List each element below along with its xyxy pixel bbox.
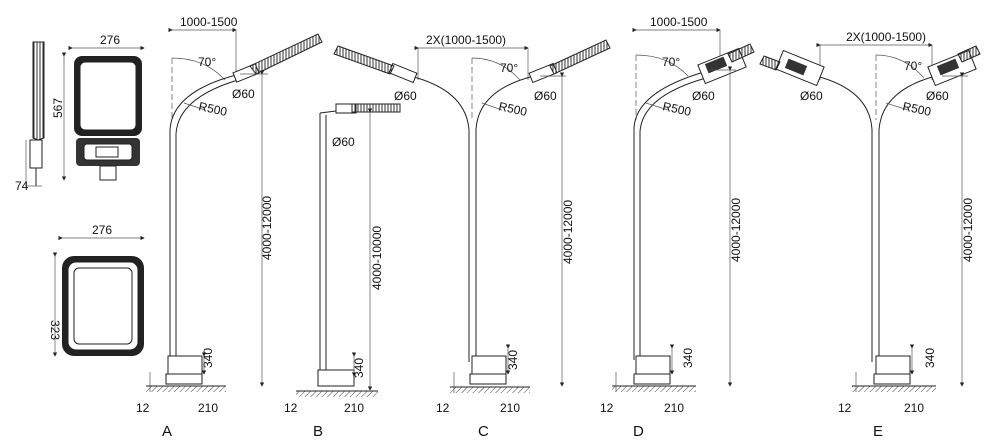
pole-label: A: [162, 423, 172, 440]
tube-label: Ø60: [332, 135, 355, 149]
pole-e: 2X(1000-1500) 70° R500 Ø60 Ø60 4000-1200…: [759, 30, 981, 440]
fixture-side-view: 74: [15, 41, 45, 193]
height-label: 4000-12000: [729, 198, 743, 262]
plate-label: 12: [600, 401, 614, 415]
front-height-label: 567: [51, 98, 65, 118]
base-height-label: 340: [923, 348, 937, 368]
tube-left-label: Ø60: [800, 89, 823, 103]
base-width-label: 210: [664, 401, 684, 415]
angle-label: 70°: [904, 59, 922, 73]
radius-label: R500: [197, 99, 228, 119]
fixture-bottom-view: 276 323: [48, 223, 145, 357]
plate-label: 12: [838, 401, 852, 415]
base-height-label: 340: [506, 350, 520, 370]
tube-left-label: Ø60: [394, 89, 417, 103]
height-label: 4000-12000: [961, 198, 975, 262]
base-width-label: 210: [198, 401, 218, 415]
pole-a: 1000-1500 70° R500 Ø60 4000-12000 340 12…: [136, 15, 323, 440]
base-width-label: 210: [344, 401, 364, 415]
pole-d: 1000-1500 70° R500 Ø60 4000-12000 340 12…: [600, 15, 755, 440]
pole-label: E: [873, 423, 883, 440]
plate-label: 12: [136, 401, 150, 415]
tube-label: Ø60: [692, 89, 715, 103]
angle-label: 70°: [500, 61, 518, 75]
tube-label: Ø60: [232, 87, 255, 101]
base-height-label: 340: [681, 348, 695, 368]
arm-span-label: 1000-1500: [180, 15, 238, 29]
pole-b: Ø60 4000-10000 340 12 210 B: [284, 103, 401, 440]
bottom-height-label: 323: [48, 320, 62, 340]
base-height-label: 340: [352, 358, 366, 378]
pole-label: D: [633, 423, 644, 440]
base-width-label: 210: [904, 401, 924, 415]
fixture-front-view: 276 567: [51, 33, 145, 181]
plate-label: 12: [284, 401, 298, 415]
tube-right-label: Ø60: [926, 89, 949, 103]
height-label: 4000-12000: [561, 200, 575, 264]
height-label: 4000-10000: [370, 226, 384, 290]
radius-label: R500: [497, 99, 528, 119]
angle-label: 70°: [198, 55, 216, 69]
tube-right-label: Ø60: [534, 89, 557, 103]
pole-label: B: [313, 423, 323, 440]
side-depth-label: 74: [15, 179, 29, 193]
arm-span-label: 2X(1000-1500): [426, 33, 506, 47]
radius-label: R500: [661, 99, 692, 119]
front-width-label: 276: [100, 33, 120, 47]
pole-c: 2X(1000-1500) 70° R500 Ø60 Ø60 4000-1200…: [333, 33, 611, 440]
angle-label: 70°: [662, 55, 680, 69]
base-height-label: 340: [201, 348, 215, 368]
base-width-label: 210: [500, 401, 520, 415]
pole-label: C: [478, 423, 489, 440]
height-label: 4000-12000: [260, 196, 274, 260]
arm-span-label: 2X(1000-1500): [846, 30, 926, 44]
radius-label: R500: [901, 99, 932, 119]
arm-span-label: 1000-1500: [650, 15, 708, 29]
bottom-width-label: 276: [92, 223, 112, 237]
plate-label: 12: [436, 401, 450, 415]
